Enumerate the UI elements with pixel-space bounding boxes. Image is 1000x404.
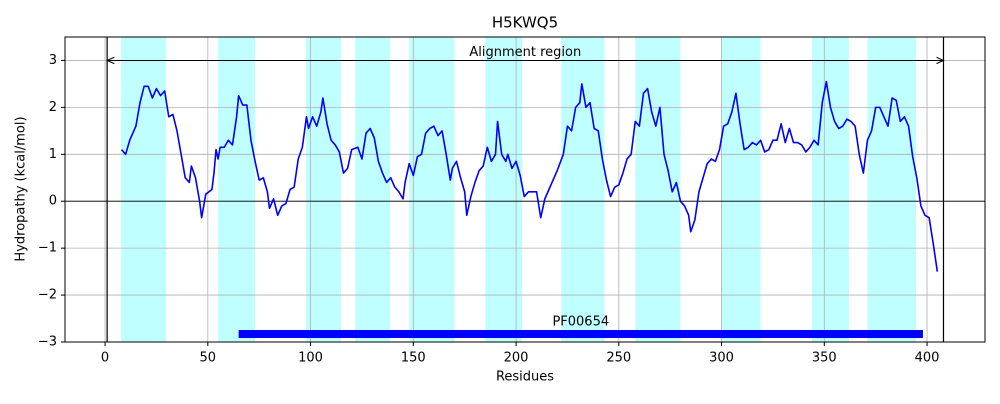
y-tick-label: −1	[38, 241, 57, 256]
y-axis-label: Hydropathy (kcal/mol)	[14, 116, 29, 261]
y-tick-label: 2	[49, 100, 57, 115]
domain-bar	[238, 330, 923, 339]
x-tick-label: 150	[401, 351, 426, 366]
y-tick-label: −3	[38, 335, 57, 350]
x-axis-label: Residues	[496, 370, 554, 385]
shaded-region	[721, 37, 761, 342]
y-tick-label: 1	[49, 147, 57, 162]
x-tick-label: 50	[200, 351, 217, 366]
shaded-region	[218, 37, 256, 342]
alignment-label: Alignment region	[469, 45, 581, 60]
y-tick-label: 3	[49, 53, 57, 68]
hydropathy-line	[120, 80, 939, 272]
y-tick-label: 0	[49, 194, 57, 209]
plot-area: 0 50 100 150 200 250 300 350 400 −3 −2 −1 0 1 2 3 Alignm…	[38, 36, 986, 366]
shaded-region	[355, 37, 391, 342]
shaded-region	[867, 37, 916, 342]
x-tick-label: 200	[504, 351, 529, 366]
x-tick-label: 100	[298, 351, 323, 366]
chart-title: H5KWQ5	[492, 14, 558, 32]
shaded-region	[485, 37, 523, 342]
y-tick-label: −2	[38, 288, 57, 303]
x-tick-label: 0	[101, 351, 109, 366]
shaded-region	[811, 37, 849, 342]
x-tick-label: 350	[812, 351, 837, 366]
domain-label: PF00654	[552, 315, 609, 330]
x-tick-label: 400	[915, 351, 940, 366]
x-tick-label: 250	[606, 351, 631, 366]
x-tick-label: 300	[709, 351, 734, 366]
shaded-region	[121, 37, 167, 342]
shaded-region	[409, 37, 455, 342]
shaded-region	[561, 37, 605, 342]
axes-frame	[64, 36, 986, 343]
shaded-region	[306, 37, 341, 342]
